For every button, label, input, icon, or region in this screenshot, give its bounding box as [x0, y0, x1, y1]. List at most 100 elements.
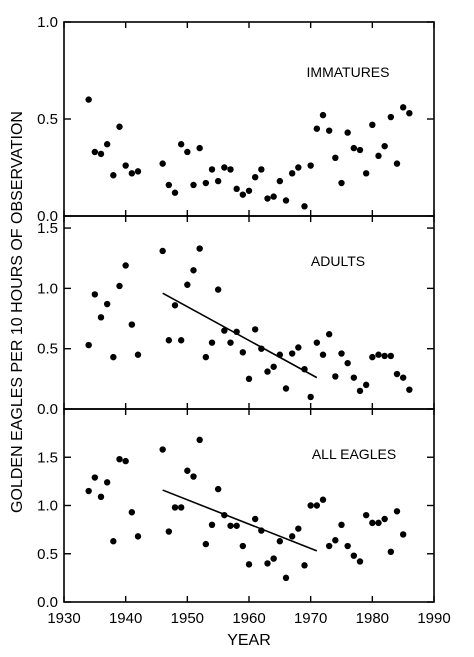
data-point	[350, 552, 358, 559]
data-point	[301, 562, 308, 569]
data-point	[356, 558, 364, 565]
x-tick-label: 1940	[109, 610, 142, 627]
data-point	[399, 104, 407, 111]
data-point	[375, 152, 382, 160]
data-point	[91, 474, 99, 481]
data-point	[393, 370, 401, 378]
data-point	[165, 528, 173, 535]
data-point	[91, 291, 99, 298]
data-point	[325, 542, 333, 550]
data-point	[258, 166, 265, 173]
y-tick-label: 1.0	[37, 14, 58, 31]
data-point	[387, 113, 395, 121]
data-point	[103, 300, 111, 308]
data-point	[356, 146, 364, 154]
data-point	[251, 515, 259, 523]
data-point	[122, 162, 129, 169]
data-point	[369, 121, 376, 129]
data-point	[338, 521, 345, 528]
data-point	[313, 502, 321, 509]
data-point	[196, 436, 203, 444]
data-point	[159, 160, 166, 167]
data-point	[233, 522, 240, 529]
data-point	[171, 189, 179, 196]
data-point	[344, 129, 351, 136]
data-point	[134, 533, 142, 540]
data-point	[264, 560, 271, 567]
data-point	[264, 195, 271, 202]
data-point	[116, 123, 123, 130]
data-point	[245, 375, 253, 383]
data-point	[116, 455, 123, 463]
data-point	[97, 314, 105, 321]
panel-title: IMMATURES	[307, 64, 390, 80]
data-point	[184, 281, 191, 288]
data-point	[307, 502, 314, 509]
x-tick-label: 1990	[417, 610, 450, 627]
data-point	[227, 522, 234, 529]
chart-labels: 0.0 0.5 1.0 IMMATURES 0.0 0.5 1.0 1.5 ADULTS 0.0 0…	[37, 14, 451, 627]
chart-marks	[85, 96, 413, 582]
panel-title: ADULTS	[311, 253, 365, 269]
data-point	[184, 467, 191, 474]
data-point	[110, 538, 117, 545]
y-tick-label: 0.0	[37, 594, 58, 611]
data-point	[177, 337, 185, 344]
data-point	[122, 457, 129, 465]
data-point	[406, 109, 413, 117]
data-point	[338, 350, 345, 357]
data-point	[369, 353, 376, 361]
data-point	[221, 164, 228, 171]
y-tick-label: 1.5	[37, 220, 58, 237]
data-point	[301, 203, 308, 210]
data-point	[332, 373, 339, 380]
y-tick-label: 0.5	[37, 111, 58, 128]
data-point	[128, 170, 136, 177]
data-point	[338, 179, 345, 187]
data-point	[350, 144, 358, 152]
data-point	[208, 166, 216, 173]
data-point	[177, 504, 185, 511]
data-point	[295, 525, 302, 532]
data-point	[295, 164, 302, 171]
data-point	[362, 170, 370, 177]
data-point	[245, 187, 253, 194]
data-point	[190, 473, 197, 480]
panel-frame	[63, 408, 435, 603]
data-point	[239, 349, 247, 356]
data-point	[116, 282, 123, 290]
data-point	[319, 351, 327, 358]
data-point	[171, 302, 179, 309]
data-point	[239, 542, 247, 550]
y-axis-title: GOLDEN EAGLES PER 10 HOURS OF OBSERVATIO…	[9, 111, 26, 513]
data-point	[270, 555, 277, 562]
data-point	[159, 247, 166, 255]
data-point	[103, 479, 111, 486]
y-tick-label: 0.5	[37, 341, 58, 358]
data-point	[270, 363, 277, 370]
data-point	[344, 542, 351, 550]
data-point	[381, 352, 388, 360]
data-point	[165, 337, 173, 344]
data-point	[110, 172, 117, 179]
data-point	[85, 341, 92, 349]
x-tick-label: 1930	[47, 610, 80, 627]
data-point	[97, 150, 105, 158]
y-tick-label: 0.0	[37, 401, 58, 418]
data-point	[221, 327, 228, 334]
data-point	[91, 148, 99, 156]
x-tick-label: 1960	[232, 610, 265, 627]
data-point	[171, 504, 179, 511]
data-point	[202, 179, 210, 187]
data-point	[276, 538, 284, 545]
data-point	[202, 353, 210, 361]
data-point	[134, 351, 142, 358]
data-point	[375, 519, 382, 527]
data-point	[332, 537, 339, 544]
y-tick-label: 0.5	[37, 546, 58, 563]
data-point	[196, 144, 203, 152]
data-point	[190, 267, 197, 274]
x-axis-title: YEAR	[227, 632, 271, 649]
data-point	[196, 245, 203, 252]
